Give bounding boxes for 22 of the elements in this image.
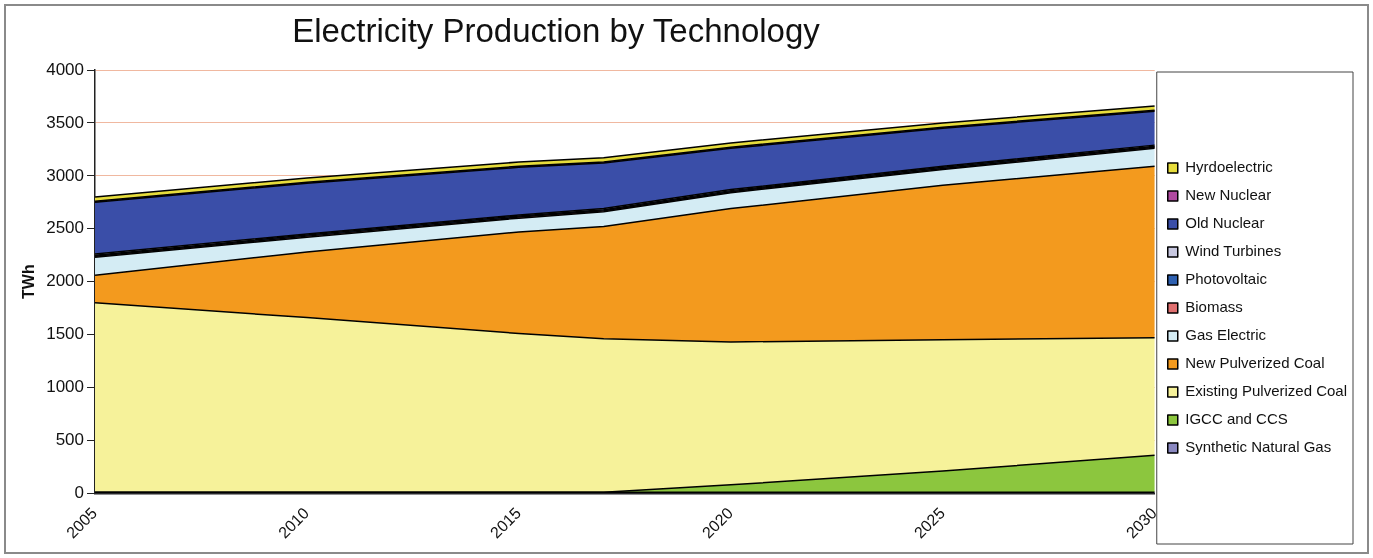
legend-label: IGCC and CCS: [1185, 410, 1288, 428]
chart-title: Electricity Production by Technology: [291, 12, 821, 50]
y-tick-label: 500: [55, 430, 85, 450]
legend-label: Hyrdoelectric: [1185, 158, 1274, 176]
legend-label: Gas Electric: [1185, 326, 1267, 344]
y-tick-label: 2000: [46, 271, 85, 291]
y-tick-label: 3000: [46, 165, 85, 185]
y-tick-label: 1500: [46, 324, 85, 344]
y-tick-label: 3500: [46, 112, 85, 132]
legend-label: Wind Turbines: [1185, 242, 1282, 260]
legend-label: New Pulverized Coal: [1185, 354, 1325, 372]
legend-label: Synthetic Natural Gas: [1185, 438, 1332, 456]
legend-label: Old Nuclear: [1185, 214, 1265, 232]
y-tick-label: 0: [74, 482, 85, 502]
y-tick-label: 4000: [46, 59, 85, 79]
legend-label: New Nuclear: [1185, 186, 1272, 204]
legend-label: Biomass: [1185, 298, 1243, 316]
y-axis-title: TWh: [20, 264, 38, 299]
y-tick-label: 1000: [46, 377, 85, 397]
legend-label: Existing Pulverized Coal: [1185, 382, 1348, 400]
legend-label: Photovoltaic: [1185, 270, 1268, 288]
y-tick-label: 2500: [46, 218, 85, 238]
